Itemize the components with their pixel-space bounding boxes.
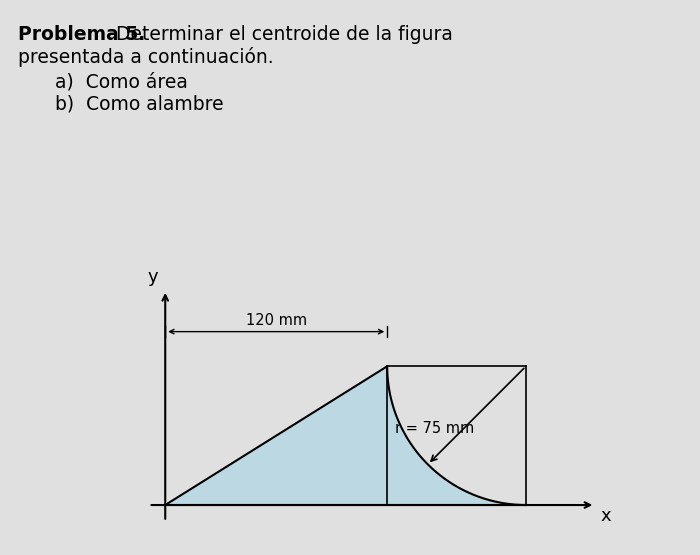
Text: presentada a continuación.: presentada a continuación. [18,47,274,67]
Text: b)  Como alambre: b) Como alambre [55,95,223,114]
Text: 120 mm: 120 mm [246,313,307,328]
Text: x: x [601,507,611,525]
Text: y: y [147,268,158,286]
Text: Determinar el centroide de la figura: Determinar el centroide de la figura [110,25,453,44]
Text: Problema 5.: Problema 5. [18,25,146,44]
Text: a)  Como área: a) Como área [55,72,188,91]
Polygon shape [165,366,526,505]
Text: r = 75 mm: r = 75 mm [395,421,474,436]
